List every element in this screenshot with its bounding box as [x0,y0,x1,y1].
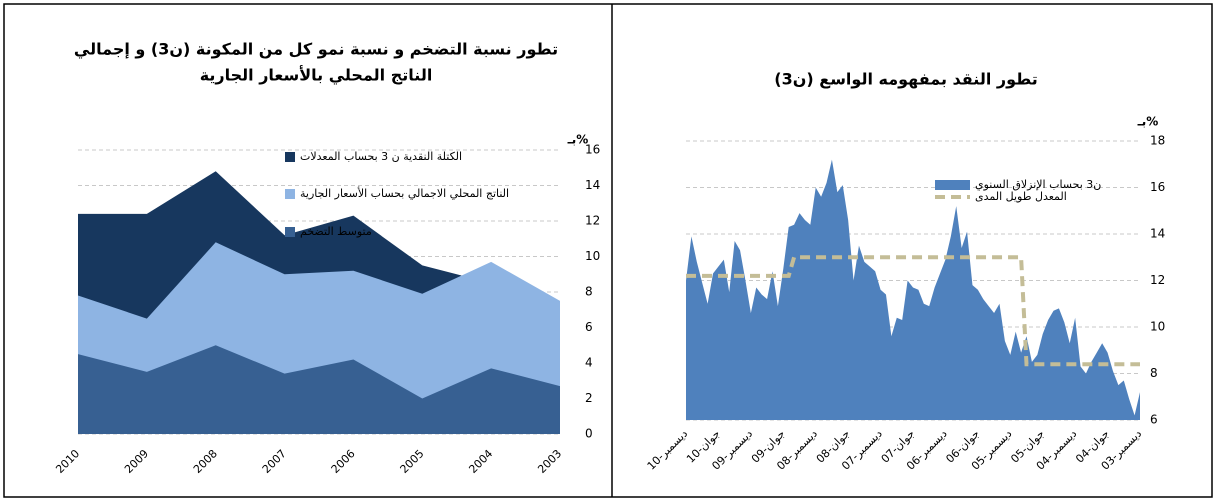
x-tick-label: 2010 [53,447,82,476]
y-tick-label: 10 [1150,320,1165,334]
y-tick-label: 6 [1150,413,1158,427]
legend-label: الناتج المحلي الاجمالي بحساب الأسعار الج… [300,186,509,200]
y-tick-label: 8 [1150,366,1158,380]
chart-title: تطور النقد بمفهومه الواسع (ن3) [774,70,1037,89]
y-tick-label: 10 [585,249,600,263]
legend-marker [285,189,295,199]
x-tick-label: ديسمبر-10 [645,427,691,473]
y-tick-label: 14 [1150,227,1165,241]
y-tick-label: 16 [585,143,600,157]
chart-title: الناتج المحلي بالأسعار الجارية [200,66,433,86]
legend-label: ن3 بحساب الإنزلاق السنوي [975,178,1101,191]
x-tick-label: 2005 [398,447,427,476]
area [686,159,1140,420]
x-tick-label: 2008 [191,447,220,476]
x-tick-label: 2007 [260,447,289,476]
unit-label: بـ% [567,133,589,147]
frame [3,3,1213,498]
unit-label: بـ% [1137,115,1159,129]
x-tick-label: 2009 [122,447,151,476]
legend-label: متوسط التضخم [300,225,372,238]
x-tick-label: 2003 [535,447,564,476]
line [686,255,1140,367]
y-tick-label: 18 [1150,134,1165,148]
y-tick-label: 14 [585,178,600,192]
legend-label: المعدل طويل المدى [975,190,1067,203]
legend-label: الكتلة النقدية ن 3 بحساب المعدلات [300,150,462,163]
y-tick-label: 12 [1150,273,1165,287]
y-tick-label: 0 [585,427,593,441]
x-tick-label: 2006 [329,447,358,476]
x-tick-label: 2004 [466,447,495,476]
y-tick-label: 12 [585,214,600,228]
y-tick-label: 8 [585,285,593,299]
y-tick-label: 2 [585,391,593,405]
y-tick-label: 16 [1150,180,1165,194]
y-tick-label: 4 [585,356,593,370]
chart-title: تطور نسبة التضخم و نسبة نمو كل من المكون… [74,40,558,60]
legend-marker [285,152,295,162]
y-tick-label: 6 [585,320,593,334]
legend-marker [935,180,970,190]
legend-marker [285,227,295,237]
area [78,345,560,434]
